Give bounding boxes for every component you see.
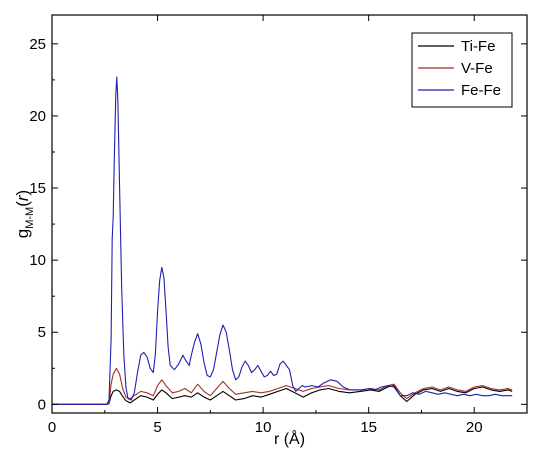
x-tick-label: 10	[255, 419, 272, 436]
y-tick-label: 25	[29, 36, 46, 53]
x-tick-label: 20	[466, 419, 483, 436]
plot-lines	[52, 76, 513, 405]
x-axis-title: r (Å)	[274, 429, 305, 448]
y-axis-title-subscript: M-M	[24, 207, 36, 229]
x-tick-label: 15	[360, 419, 377, 436]
legend-label-fe-fe: Fe-Fe	[461, 82, 501, 99]
y-tick-label: 20	[29, 108, 46, 125]
x-axis: 0 5 10 15 20	[48, 15, 483, 436]
y-axis-title-open: (	[13, 201, 32, 207]
y-axis-title-close: )	[13, 190, 32, 196]
y-axis-title: gM-M(r)	[13, 190, 36, 238]
legend-label-v-fe: V-Fe	[461, 60, 493, 77]
legend: Ti-Fe V-Fe Fe-Fe	[411, 32, 513, 108]
series-line-fe-fe	[52, 76, 513, 405]
legend-box	[411, 32, 513, 108]
y-axis-title-var: r	[13, 194, 32, 201]
series-line-ti-fe	[52, 385, 513, 405]
y-tick-label: 10	[29, 252, 46, 269]
legend-items: Ti-Fe V-Fe Fe-Fe	[418, 38, 501, 99]
legend-label-ti-fe: Ti-Fe	[461, 38, 495, 55]
x-tick-label: 0	[48, 419, 56, 436]
y-axis: 0 5 10 15 20 25	[29, 36, 527, 413]
y-tick-label: 0	[38, 396, 46, 413]
y-tick-label: 5	[38, 324, 46, 341]
y-tick-label: 15	[29, 180, 46, 197]
series-line-v-fe	[52, 367, 513, 405]
y-axis-title-base: g	[13, 229, 32, 238]
plot-frame	[51, 14, 528, 414]
x-tick-label: 5	[153, 419, 161, 436]
